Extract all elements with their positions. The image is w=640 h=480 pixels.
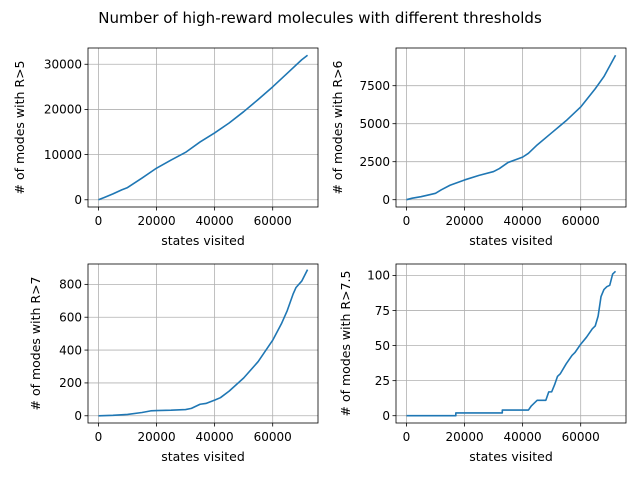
x-tick-label: 60000 [562,214,600,228]
series-line [98,54,309,201]
y-tick-label: 0 [74,409,82,423]
x-tick-label: 40000 [504,430,542,444]
y-tick-label: 10000 [44,148,82,162]
series-line [406,54,617,201]
y-axis-label: # of modes with R>7 [28,276,43,410]
y-tick-label: 600 [59,310,82,324]
y-tick-label: 30000 [44,57,82,71]
y-tick-label: 0 [382,193,390,207]
y-tick-label: 2500 [359,155,390,169]
axes-frame [395,263,627,424]
x-tick-label: 20000 [137,214,175,228]
series-line [406,270,617,417]
y-axis-label: # of modes with R>7.5 [338,271,353,417]
y-tick-label: 200 [59,376,82,390]
y-tick-label: 75 [375,304,390,318]
figure-title: Number of high-reward molecules with dif… [98,9,542,27]
subplot-r7-5: 0 20000 40000 60000 0 25 50 75 100 states visited… [338,263,627,464]
subplot-r6: 0 20000 40000 60000 0 2500 5000 7500 states visi… [330,47,627,248]
x-tick-label: 20000 [445,214,483,228]
x-tick-label: 60000 [254,430,292,444]
x-tick-label: 0 [403,214,411,228]
x-axis-label: states visited [469,233,553,248]
y-tick-label: 5000 [359,117,390,131]
x-tick-label: 20000 [445,430,483,444]
axes-frame [395,47,627,208]
x-tick-label: 40000 [504,214,542,228]
y-tick-label: 50 [375,339,390,353]
axes-frame [87,263,319,424]
series-line [98,269,309,417]
x-tick-label: 20000 [137,430,175,444]
y-axis-label: # of modes with R>6 [330,60,345,194]
y-axis-label: # of modes with R>5 [12,60,27,194]
x-tick-label: 0 [95,430,103,444]
y-tick-label: 0 [382,409,390,423]
axes-frame [87,47,319,208]
y-tick-label: 0 [74,193,82,207]
y-tick-label: 25 [375,374,390,388]
subplot-r7: 0 20000 40000 60000 0 200 400 600 800 states visi… [28,263,319,464]
x-axis-label: states visited [469,449,553,464]
x-tick-label: 40000 [196,430,234,444]
x-tick-label: 40000 [196,214,234,228]
y-tick-label: 7500 [359,79,390,93]
x-axis-label: states visited [161,233,245,248]
x-tick-label: 60000 [562,430,600,444]
x-axis-label: states visited [161,449,245,464]
y-tick-label: 800 [59,278,82,292]
subplot-r5: 0 20000 40000 60000 0 10000 20000 30000 states v… [12,47,319,248]
y-tick-label: 400 [59,343,82,357]
y-tick-label: 20000 [44,103,82,117]
x-tick-label: 0 [403,430,411,444]
y-tick-label: 100 [367,269,390,283]
x-tick-label: 0 [95,214,103,228]
x-tick-label: 60000 [254,214,292,228]
